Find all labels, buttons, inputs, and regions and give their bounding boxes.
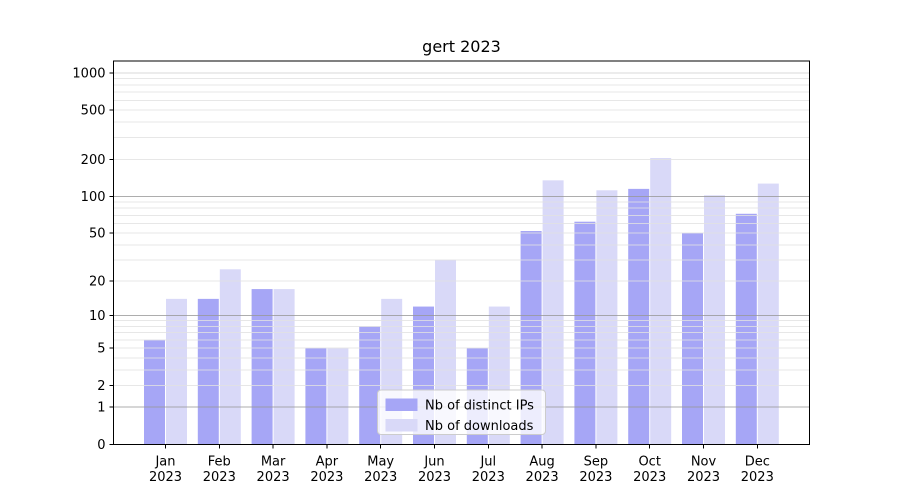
legend-swatch-downloads [385, 419, 418, 432]
x-tick-label-year-oct: 2023 [633, 470, 666, 485]
bar-distinct-ips-nov [682, 233, 703, 445]
x-tick-label-year-aug: 2023 [526, 470, 559, 485]
x-tick-label-month-oct: Oct [638, 455, 660, 470]
y-tick-label-100: 100 [81, 190, 106, 205]
chart-title: gert 2023 [422, 37, 501, 56]
x-tick-label-year-feb: 2023 [203, 470, 236, 485]
grid-layer [113, 72, 810, 408]
bar-distinct-ips-jan [144, 339, 165, 445]
x-tick-label-year-jun: 2023 [418, 470, 451, 485]
x-tick-label-month-jun: Jun [423, 455, 444, 470]
legend-label-distinct-ips: Nb of distinct IPs [425, 399, 534, 414]
legend-label-downloads: Nb of downloads [425, 419, 534, 434]
bar-distinct-ips-apr [305, 348, 327, 445]
bar-downloads-feb [219, 269, 241, 445]
bar-downloads-dec [757, 183, 779, 445]
x-tick-label-year-mar: 2023 [257, 470, 290, 485]
x-tick-label-year-apr: 2023 [310, 470, 343, 485]
plot-spines [113, 60, 810, 445]
y-tick-label-20: 20 [89, 274, 106, 289]
x-tick-label-year-may: 2023 [364, 470, 397, 485]
bar-distinct-ips-oct [628, 188, 650, 445]
bar-downloads-oct [650, 157, 672, 445]
x-tick-label-month-nov: Nov [691, 455, 717, 470]
x-tick-label-year-sep: 2023 [579, 470, 612, 485]
bar-distinct-ips-dec [735, 213, 757, 445]
bar-downloads-apr [327, 348, 349, 445]
bar-distinct-ips-feb [197, 298, 219, 445]
x-tick-label-year-jan: 2023 [149, 470, 182, 485]
legend-swatch-distinct-ips [385, 398, 418, 411]
legend-box [377, 389, 546, 435]
x-tick-label-year-jul: 2023 [472, 470, 505, 485]
x-tick-label-month-dec: Dec [745, 455, 770, 470]
y-tick-label-50: 50 [89, 227, 106, 242]
y-tick-label-500: 500 [81, 104, 106, 119]
x-tick-label-month-feb: Feb [208, 455, 231, 470]
x-tick-label-year-dec: 2023 [741, 470, 774, 485]
x-tick-label-month-jan: Jan [154, 455, 175, 470]
y-tick-label-5: 5 [97, 342, 105, 357]
x-tick-label-month-sep: Sep [584, 455, 609, 470]
y-tick-label-10: 10 [89, 309, 106, 324]
x-tick-label-month-may: May [367, 455, 394, 470]
bar-distinct-ips-mar [251, 289, 273, 445]
y-tick-label-1: 1 [97, 401, 105, 416]
axes-layer: 01251020501002005001000Jan2023Feb2023Mar… [72, 60, 810, 485]
y-tick-label-1000: 1000 [72, 66, 105, 81]
bar-downloads-nov [704, 195, 725, 445]
y-tick-label-2: 2 [97, 379, 105, 394]
x-tick-label-month-aug: Aug [529, 455, 554, 470]
y-tick-label-200: 200 [81, 153, 106, 168]
x-tick-label-month-mar: Mar [261, 455, 286, 470]
x-tick-label-year-nov: 2023 [687, 470, 720, 485]
x-tick-label-month-apr: Apr [316, 455, 339, 470]
y-tick-label-0: 0 [97, 438, 105, 453]
bar-downloads-mar [273, 289, 295, 445]
bar-downloads-jan [166, 298, 187, 445]
legend: Nb of distinct IPs Nb of downloads [377, 389, 546, 435]
bar-downloads-aug [542, 180, 564, 445]
bar-downloads-sep [596, 190, 618, 445]
x-tick-label-month-jul: Jul [479, 455, 496, 470]
